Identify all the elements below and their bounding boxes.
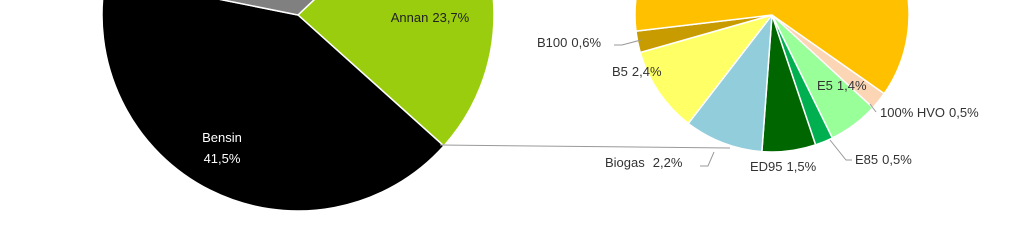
label-category: Bensin	[202, 130, 242, 145]
label-value: 2,2%	[653, 155, 683, 170]
label-value: 1,5%	[787, 159, 817, 174]
label-category: Biogas	[605, 155, 645, 170]
label-category: 100% HVO	[880, 105, 945, 120]
slice-label: Annan 23,7%	[391, 10, 470, 25]
label-value: 0,5%	[882, 152, 912, 167]
label-value: 2,4%	[632, 64, 662, 79]
pie-slice	[219, 0, 315, 16]
leader-line	[869, 103, 877, 113]
connector-line	[439, 144, 731, 149]
leader-line	[700, 151, 715, 167]
leader-line	[829, 139, 852, 161]
label-category: E85	[855, 152, 878, 167]
label-value: 0,6%	[571, 35, 601, 50]
leader-line	[614, 39, 642, 46]
slice-label: B5 2,4%	[612, 64, 662, 79]
label-value: 1,4%	[837, 78, 867, 93]
pie	[634, 0, 910, 153]
pie-slice	[296, 0, 495, 148]
pie	[101, 0, 495, 212]
label-category: Annan	[391, 10, 429, 25]
slice-label: Bensin 41,5%	[202, 130, 242, 166]
slice-label: E5 1,4%	[817, 78, 867, 93]
label-value: 41,5%	[204, 151, 241, 166]
label-value: 0,5%	[949, 105, 979, 120]
label-category: ED95	[750, 159, 783, 174]
slice-label: 100% HVO 0,5%	[880, 105, 979, 120]
label-category: B100	[537, 35, 567, 50]
slice-label: ED95 1,5%	[750, 159, 817, 174]
pie-of-pie-chart: Annan 23,7%Bensin 41,5%100% HVO 0,5%E5 1,4%E…	[101, 0, 979, 212]
pie-slice	[634, 0, 910, 95]
pie-slice	[639, 13, 774, 125]
pie-slice	[687, 12, 773, 153]
slice-label: B100 0,6%	[537, 35, 601, 50]
slice-label: Biogas 2,2%	[605, 155, 683, 170]
pie-slice	[101, 0, 445, 212]
slice-label: E85 0,5%	[855, 152, 912, 167]
label-value: 23,7%	[432, 10, 469, 25]
label-category: E5	[817, 78, 833, 93]
label-category: B5	[612, 64, 628, 79]
